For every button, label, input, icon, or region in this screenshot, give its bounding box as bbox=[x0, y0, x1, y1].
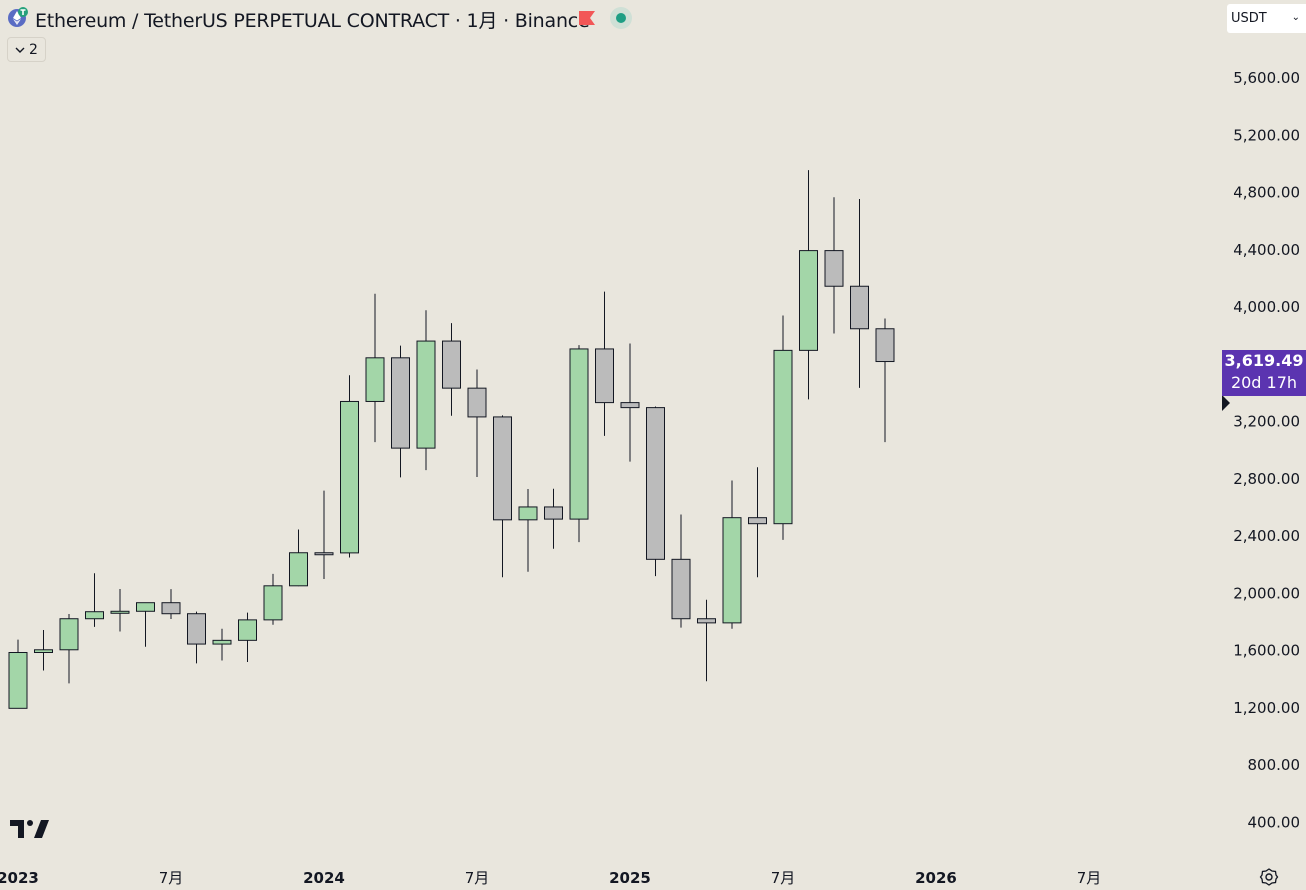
price-axis-label: 5,200.00 bbox=[1233, 126, 1300, 144]
time-axis-label: 2025 bbox=[609, 869, 651, 887]
time-axis-label: 2024 bbox=[303, 869, 345, 887]
candle-body-up[interactable] bbox=[212, 639, 232, 645]
candle-body-up[interactable] bbox=[59, 618, 79, 651]
price-axis-label: 1,200.00 bbox=[1233, 699, 1300, 717]
candle-body-up[interactable] bbox=[773, 349, 793, 525]
candle-body-down[interactable] bbox=[467, 387, 487, 418]
candle-body-down[interactable] bbox=[671, 558, 691, 620]
time-axis-label: 7月 bbox=[1077, 869, 1102, 887]
candle-body-down[interactable] bbox=[697, 618, 716, 624]
tradingview-logo-icon[interactable] bbox=[10, 818, 50, 840]
time-axis: 2023 7月 2024 7月 2025 7月 2026 7月 bbox=[0, 869, 1101, 887]
flag-icon[interactable] bbox=[578, 10, 596, 26]
last-price-label: 3,619.49 20d 17h bbox=[1222, 350, 1306, 396]
price-axis-label: 4,400.00 bbox=[1233, 241, 1300, 259]
price-axis-label: 2,400.00 bbox=[1233, 527, 1300, 545]
candle-body-up[interactable] bbox=[416, 340, 436, 449]
price-axis-label: 4,000.00 bbox=[1233, 298, 1300, 316]
currency-label: USDT bbox=[1231, 11, 1267, 26]
candle-body-down[interactable] bbox=[595, 348, 614, 404]
price-axis-label: 1,600.00 bbox=[1233, 642, 1300, 660]
candle-body-down[interactable] bbox=[646, 407, 665, 560]
candle-body-up[interactable] bbox=[289, 552, 308, 587]
candle-body-up[interactable] bbox=[722, 517, 742, 624]
last-price-arrow-icon bbox=[1222, 395, 1230, 411]
candle-body-down[interactable] bbox=[187, 613, 206, 645]
settings-icon[interactable] bbox=[1259, 867, 1279, 887]
time-axis-label: 7月 bbox=[771, 869, 796, 887]
candle-body-down[interactable] bbox=[161, 602, 181, 615]
candle-body-up[interactable] bbox=[8, 652, 28, 709]
price-axis-label: 4,800.00 bbox=[1233, 184, 1300, 202]
candle-body-down[interactable] bbox=[544, 506, 563, 520]
ethereum-icon bbox=[8, 7, 28, 27]
candle-body-up[interactable] bbox=[110, 610, 130, 614]
candle-body-up[interactable] bbox=[85, 611, 104, 620]
currency-select[interactable]: USDT ⌄ bbox=[1227, 4, 1306, 33]
candle-body-up[interactable] bbox=[518, 506, 538, 521]
symbol-title[interactable]: Ethereum / TetherUS PERPETUAL CONTRACT ·… bbox=[35, 10, 590, 32]
time-axis-label: 7月 bbox=[465, 869, 490, 887]
candle-body-down[interactable] bbox=[850, 285, 869, 330]
time-axis-label: 2023 bbox=[0, 869, 39, 887]
price-axis-label: 2,800.00 bbox=[1233, 470, 1300, 488]
price-axis-label: 3,200.00 bbox=[1233, 413, 1300, 431]
price-axis-label: 400.00 bbox=[1248, 813, 1301, 831]
candle-body-up[interactable] bbox=[238, 619, 257, 641]
candle-body-down[interactable] bbox=[824, 250, 844, 287]
candle-body-up[interactable] bbox=[136, 602, 155, 612]
candle-body-down[interactable] bbox=[314, 552, 334, 556]
chevron-down-icon: ⌄ bbox=[1291, 12, 1300, 23]
candle-body-up[interactable] bbox=[799, 250, 818, 351]
candle-body-down[interactable] bbox=[875, 328, 895, 363]
candle-body-down[interactable] bbox=[620, 402, 640, 409]
bar-countdown: 20d 17h bbox=[1230, 373, 1298, 392]
candle-body-down[interactable] bbox=[391, 357, 410, 449]
candle-body-up[interactable] bbox=[34, 649, 53, 654]
price-axis: 5,600.00 5,200.00 4,800.00 4,400.00 4,000.00… bbox=[1233, 69, 1300, 831]
price-axis-label: 2,000.00 bbox=[1233, 584, 1300, 602]
price-axis-label: 800.00 bbox=[1248, 756, 1301, 774]
candle-body-up[interactable] bbox=[340, 400, 359, 554]
candle-wicks bbox=[17, 170, 886, 709]
candle-body-up[interactable] bbox=[263, 585, 283, 621]
time-axis-label: 7月 bbox=[159, 869, 184, 887]
indicators-toggle-button[interactable]: 2 bbox=[7, 37, 46, 62]
candle-bodies bbox=[8, 250, 895, 709]
last-price-value: 3,619.49 bbox=[1224, 351, 1304, 370]
chevron-down-icon bbox=[15, 47, 25, 53]
candle-body-down[interactable] bbox=[442, 340, 461, 389]
price-axis-label: 5,600.00 bbox=[1233, 69, 1300, 87]
candle-body-up[interactable] bbox=[365, 357, 385, 402]
candle-body-down[interactable] bbox=[748, 517, 767, 525]
time-axis-label: 2026 bbox=[915, 869, 957, 887]
live-dot-icon bbox=[610, 7, 632, 29]
candle-body-up[interactable] bbox=[569, 348, 589, 520]
indicator-count: 2 bbox=[29, 41, 38, 58]
candle-body-down[interactable] bbox=[493, 416, 512, 521]
header-bar: Ethereum / TetherUS PERPETUAL CONTRACT ·… bbox=[0, 0, 1210, 36]
